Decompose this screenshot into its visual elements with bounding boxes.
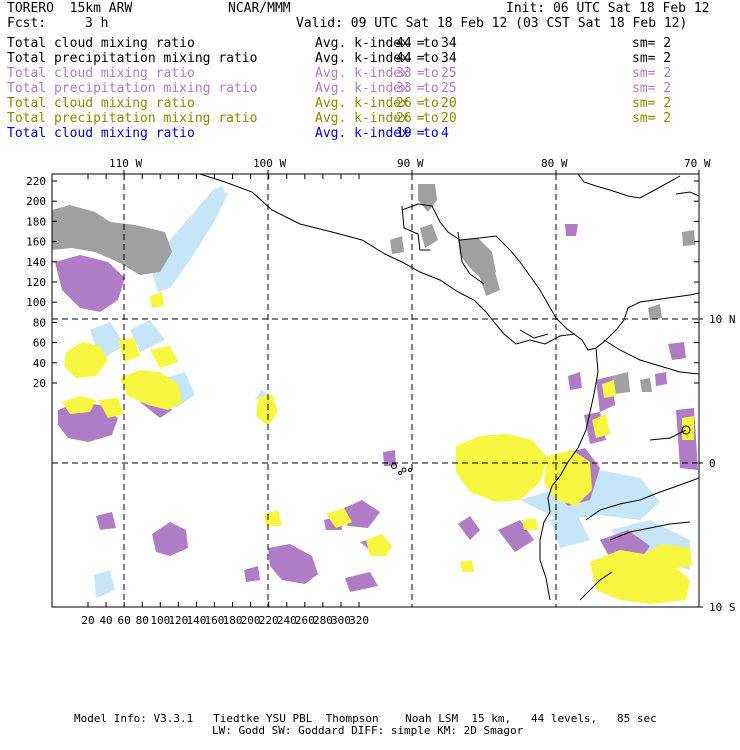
legend-to-word: to: [423, 96, 439, 111]
legend-to: 25: [441, 66, 457, 81]
lon-label: 100 W: [253, 157, 286, 170]
y-tick-label: 20: [33, 377, 46, 390]
x-tick-label: 300: [331, 614, 351, 627]
legend-to-word: to: [423, 126, 439, 141]
x-tick-label: 180: [223, 614, 243, 627]
legend-stat: Avg. k-index =: [315, 96, 425, 111]
y-tick-label: 160: [26, 236, 46, 249]
axis-ticks: [52, 170, 703, 608]
y-tick-label: 40: [33, 357, 46, 370]
legend-field: Total cloud mixing ratio: [7, 126, 195, 141]
legend-sm: sm= 2: [632, 111, 672, 126]
legend-to-word: to: [423, 81, 439, 96]
x-tick-label: 160: [205, 614, 225, 627]
legend-to: 34: [441, 36, 457, 51]
legend-to: 25: [441, 81, 457, 96]
legend-from: 33: [396, 66, 412, 81]
model-info-line2: LW: Godd SW: Goddard DIFF: simple KM: 2D…: [212, 724, 524, 737]
x-tick-label: 140: [186, 614, 206, 627]
y-tick-label: 100: [26, 296, 46, 309]
y-tick-label: 60: [33, 337, 46, 350]
legend-from: 44: [396, 51, 412, 66]
legend-stat: Avg. k-index =: [315, 111, 425, 126]
legend-field: Total precipitation mixing ratio: [7, 81, 258, 96]
x-tick-label: 320: [349, 614, 369, 627]
legend-stat: Avg. k-index =: [315, 51, 425, 66]
x-grid-labels: 20 40 60 80 10012014016018020022024026028030…: [81, 614, 369, 627]
graticule: [52, 174, 699, 607]
lon-label: 90 W: [397, 157, 424, 170]
init-time: Init: 06 UTC Sat 18 Feb 12: [506, 1, 710, 16]
legend-field: Total cloud mixing ratio: [7, 36, 195, 51]
legend-from: 44: [396, 36, 412, 51]
legend-to-word: to: [423, 36, 439, 51]
legend-field: Total cloud mixing ratio: [7, 96, 195, 111]
legend-to-word: to: [423, 111, 439, 126]
x-tick-label: 240: [277, 614, 297, 627]
forecast-label: Fcst:: [7, 16, 47, 31]
plot-frame: [51, 173, 700, 608]
x-tick-label: 120: [168, 614, 188, 627]
legend-to: 4: [441, 126, 449, 141]
legend-sm: sm= 2: [632, 36, 672, 51]
legend-stat: Avg. k-index =: [315, 36, 425, 51]
legend-to: 34: [441, 51, 457, 66]
legend-to: 20: [441, 96, 457, 111]
x-tick-label: 80: [136, 614, 149, 627]
longitude-labels: 110 W 100 W 90 W 80 W 70 W: [109, 157, 711, 170]
legend-sm: sm= 2: [632, 51, 672, 66]
center-name: NCAR/MMM: [228, 1, 291, 16]
y-grid-labels: 220 200 180 160 140 120 100 80 60 40 20: [26, 175, 46, 390]
lat-label: 10 N: [709, 313, 736, 326]
legend-sm: sm= 2: [632, 66, 672, 81]
legend-from: 26: [396, 96, 412, 111]
legend-stat: Avg. k-index =: [315, 126, 425, 141]
x-tick-label: 260: [295, 614, 315, 627]
forecast-hour: 3 h: [85, 16, 109, 31]
lon-label: 70 W: [684, 157, 711, 170]
x-tick-label: 280: [313, 614, 333, 627]
coastlines: [199, 174, 699, 601]
legend-from: 26: [396, 111, 412, 126]
legend-sm: sm= 2: [632, 96, 672, 111]
y-tick-label: 180: [26, 215, 46, 228]
model-info-line1: Model Info: V3.3.1 Tiedtke YSU PBL Thomp…: [74, 712, 657, 725]
x-tick-label: 20: [81, 614, 94, 627]
legend-to-word: to: [423, 51, 439, 66]
x-tick-label: 220: [259, 614, 279, 627]
y-tick-label: 220: [26, 175, 46, 188]
y-tick-label: 120: [26, 276, 46, 289]
valid-time: Valid: 09 UTC Sat 18 Feb 12 (03 CST Sat …: [296, 16, 688, 31]
legend-field: Total precipitation mixing ratio: [7, 51, 258, 66]
y-tick-label: 140: [26, 256, 46, 269]
y-tick-label: 200: [26, 195, 46, 208]
legend-field: Total precipitation mixing ratio: [7, 111, 258, 126]
field-shading: [52, 184, 698, 604]
legend-from: 19: [396, 126, 412, 141]
latitude-labels: 10 N 0 10 S: [709, 313, 736, 614]
legend-sm: sm= 2: [632, 81, 672, 96]
y-tick-label: 80: [33, 316, 46, 329]
x-tick-label: 40: [99, 614, 112, 627]
lat-label: 0: [709, 457, 716, 470]
legend-to: 20: [441, 111, 457, 126]
x-tick-label: 100: [150, 614, 170, 627]
legend-stat: Avg. k-index =: [315, 66, 425, 81]
lon-label: 110 W: [109, 157, 142, 170]
lon-label: 80 W: [541, 157, 568, 170]
legend-from: 33: [396, 81, 412, 96]
model-name: TORERO 15km ARW: [7, 1, 133, 16]
legend-stat: Avg. k-index =: [315, 81, 425, 96]
lat-label: 10 S: [709, 601, 736, 614]
x-tick-label: 60: [118, 614, 131, 627]
legend-to-word: to: [423, 66, 439, 81]
gray-cloud-areas: [52, 184, 695, 394]
legend-field: Total cloud mixing ratio: [7, 66, 195, 81]
yellow-areas: [62, 292, 694, 604]
x-tick-label: 200: [241, 614, 261, 627]
